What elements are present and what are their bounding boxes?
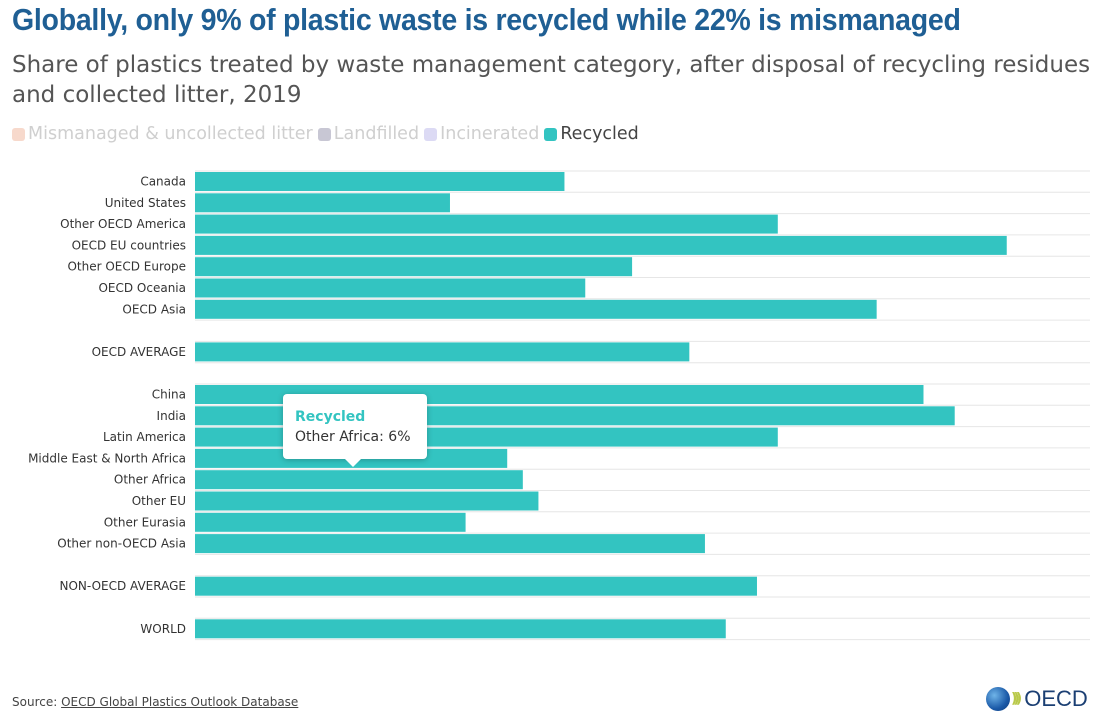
legend-item-mismanaged[interactable]: Mismanaged & uncollected litter [12,124,313,144]
category-label-other-eu: Other EU [132,494,186,508]
category-label-world: WORLD [140,622,186,636]
category-label-latin-america: Latin America [103,430,186,444]
bar-oecd-eu-countries[interactable] [195,235,1007,255]
legend-label-recycled: Recycled [560,124,639,144]
category-label-oecd-asia: OECD Asia [122,302,186,316]
category-label-other-africa: Other Africa [114,473,186,487]
bar-canada[interactable] [195,172,565,191]
bar-non-oecd-average[interactable] [195,576,757,596]
legend-swatch-landfilled [317,127,331,141]
category-label-other-non-oecd-asia: Other non-OECD Asia [57,537,186,551]
chart-title: Globally, only 9% of plastic waste is re… [12,2,961,37]
legend-item-incinerated[interactable]: Incinerated [424,124,539,144]
bar-oecd-oceania[interactable] [195,278,586,298]
category-label-middle-east-and-north-africa: Middle East & North Africa [28,451,186,465]
oecd-logo-text: OECD [1024,686,1088,711]
legend-item-landfilled[interactable]: Landfilled [317,124,420,144]
legend-label-mismanaged: Mismanaged & uncollected litter [28,124,313,144]
category-label-other-eurasia: Other Eurasia [104,515,186,529]
category-label-other-oecd-europe: Other OECD Europe [67,260,186,274]
bar-other-eurasia[interactable] [195,512,466,532]
tooltip-value: Other Africa: 6% [295,429,411,445]
category-label-canada: Canada [140,175,186,189]
category-label-oecd-oceania: OECD Oceania [98,281,186,295]
legend-swatch-mismanaged [12,127,25,141]
oecd-globe-icon [986,687,1010,711]
category-label-oecd-average: OECD AVERAGE [92,345,186,359]
category-label-other-oecd-america: Other OECD America [60,217,186,231]
bar-chart: Canada United States Other OECD America OEC… [28,170,1090,641]
legend-swatch-incinerated [424,127,438,141]
oecd-arcs-icon: ))) [1011,691,1022,707]
bar-oecd-asia[interactable] [195,299,877,319]
oecd-logo[interactable]: ))) OECD [986,686,1088,712]
bar-world[interactable] [195,619,726,639]
tooltip-series: Recycled [295,409,366,425]
legend-label-landfilled: Landfilled [333,124,420,144]
source-note: Source: OECD Global Plastics Outlook Dat… [12,695,298,709]
category-label-india: India [157,409,186,423]
legend-item-recycled[interactable]: Recycled [544,124,639,144]
bar-other-non-oecd-asia[interactable] [195,534,705,554]
bar-oecd-average[interactable] [195,342,690,362]
bar-other-oecd-america[interactable] [195,214,778,234]
source-link[interactable]: OECD Global Plastics Outlook Database [61,695,299,709]
category-label-non-oecd-average: NON-OECD AVERAGE [60,579,187,593]
legend-swatch-recycled [544,127,558,141]
bar-united-states[interactable] [195,193,450,213]
legend-label-incinerated: Incinerated [440,124,540,144]
chart-subtitle: Share of plastics treated by waste manag… [12,52,1091,108]
category-label-china: China [152,388,186,402]
bar-other-africa[interactable] [195,470,523,490]
category-label-oecd-eu-countries: OECD EU countries [72,238,186,252]
category-label-united-states: United States [105,196,186,210]
bar-other-oecd-europe[interactable] [195,257,633,277]
bar-other-eu[interactable] [195,491,539,511]
source-prefix: Source: [12,695,62,709]
legend: Mismanaged & uncollected litter Landfill… [12,124,644,144]
tooltip: Recycled Other Africa: 6% [283,394,427,467]
